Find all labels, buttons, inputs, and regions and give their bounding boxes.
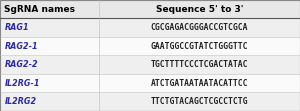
Bar: [99, 56, 300, 74]
Bar: [99, 0, 300, 19]
Text: IL2RG-1: IL2RG-1: [4, 79, 40, 88]
Text: RAG2-2: RAG2-2: [4, 60, 38, 69]
Text: ATCTGATAATAATACATTCC: ATCTGATAATAATACATTCC: [151, 79, 248, 88]
Text: RAG2-1: RAG2-1: [4, 42, 38, 51]
Bar: [99, 37, 300, 56]
Text: Sequence 5' to 3': Sequence 5' to 3': [156, 5, 243, 14]
Bar: [0, 0, 99, 19]
Bar: [0, 74, 99, 92]
Bar: [99, 74, 300, 92]
Bar: [99, 92, 300, 111]
Text: GAATGGCCGTATCTGGGTTC: GAATGGCCGTATCTGGGTTC: [151, 42, 248, 51]
Bar: [99, 19, 300, 37]
Text: TTCTGTACAGCTCGCCTCTG: TTCTGTACAGCTCGCCTCTG: [151, 97, 248, 106]
Text: CGCGAGACGGGACCGTCGCA: CGCGAGACGGGACCGTCGCA: [151, 23, 248, 32]
Bar: [0, 19, 99, 37]
Text: TGCTTTTCCCTCGACTATAC: TGCTTTTCCCTCGACTATAC: [151, 60, 248, 69]
Bar: [0, 92, 99, 111]
Bar: [0, 37, 99, 56]
Bar: [0, 56, 99, 74]
Text: IL2RG2: IL2RG2: [4, 97, 37, 106]
Text: RAG1: RAG1: [4, 23, 29, 32]
Text: SgRNA names: SgRNA names: [4, 5, 76, 14]
